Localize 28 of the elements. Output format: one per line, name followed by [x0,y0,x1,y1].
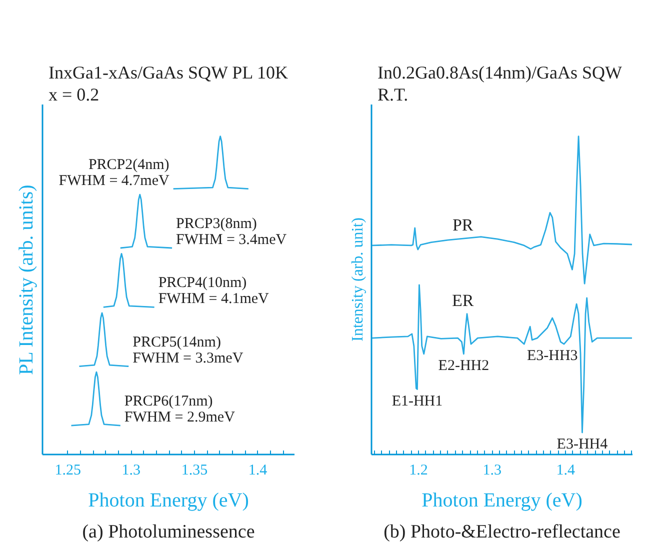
x-tick-label: 1.4 [248,462,268,478]
chart-subtitle: R.T. [378,84,408,104]
chart-title: InxGa1-xAs/GaAs SQW PL 10K [48,62,288,82]
series-label: PRCP6(17nm) FWHM = 2.9meV [124,394,236,426]
x-tick-label: 1.25 [54,462,81,478]
x-tick-label: 1.35 [181,462,208,478]
x-tick-label: 1.3 [482,462,502,478]
series-label: PRCP4(10nm) FWHM = 4.1meV [158,275,270,308]
series-label: PR [452,215,474,234]
x-tick-label: 1.3 [122,462,141,478]
annotation: E3-HH3 [526,348,578,364]
text: (a) Photoluminessence [82,522,255,542]
x-axis-title: Photon Energy (eV) [88,490,249,512]
series-label: PRCP2(4nm) FWHM = 4.7meV [58,156,170,189]
series-label: PRCP5(14nm) FWHM = 3.3meV [132,334,244,366]
series-label: ER [452,290,474,310]
x-tick-label: 1.4 [556,462,576,478]
annotation: E3-HH4 [556,436,608,453]
y-axis-title: Intensity (arb. unit) [350,218,366,342]
chart-subtitle: x = 0.2 [48,84,100,104]
y-axis-title: PL Intensity (arb. units) [16,184,38,376]
text: (b) Photo-&Electro-reflectance [384,522,620,542]
series-label: PRCP3(8nm) FWHM = 3.4meV [176,216,287,248]
annotation: E1-HH1 [392,393,443,410]
x-tick-label: 1.2 [409,462,428,478]
x-axis-title: Photon Energy (eV) [422,490,582,512]
annotation: E2-HH2 [438,358,490,374]
chart-title: In0.2Ga0.8As(14nm)/GaAs SQW [378,62,622,82]
